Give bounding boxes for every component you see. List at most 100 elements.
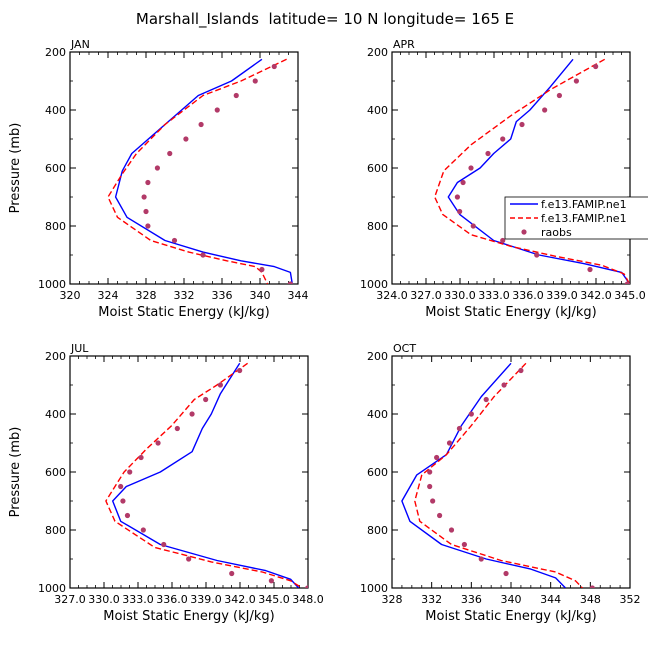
chart-panel-jul: JUL 327.0 330.0 333.0 336.0 339.0 342.0 345.0 34… [8, 342, 324, 624]
x-tick-label: 348 [580, 593, 601, 606]
y-tick-label: 200 [367, 350, 388, 363]
model1-line [111, 362, 300, 588]
x-tick-label: 330.0 [88, 593, 120, 606]
raobs-point [434, 454, 440, 461]
model1-line [401, 362, 566, 588]
x-tick-label: 345.0 [614, 289, 646, 302]
x-axis-label: Moist Static Energy (kJ/kg) [425, 609, 596, 624]
y-tick-label: 200 [367, 46, 388, 59]
raobs-point [214, 107, 220, 113]
series-group [105, 362, 308, 588]
raobs-point [518, 367, 524, 374]
x-tick-label: 352 [620, 593, 641, 606]
chart-panel-jan: JAN 320 324 328 332 336 340 344 200 400 600 800 1000… [8, 38, 309, 320]
raobs-point [217, 382, 223, 388]
raobs-point [454, 194, 460, 200]
x-tick-label: 320 [60, 289, 81, 302]
x-tick-label: 333.0 [478, 289, 510, 302]
x-axis-label: Moist Static Energy (kJ/kg) [98, 305, 269, 320]
model1-line [447, 58, 630, 284]
y-tick-label: 800 [45, 524, 66, 537]
x-tick-label: 328 [382, 593, 403, 606]
panel-title: JUL [70, 342, 89, 355]
x-tick-label: 327.0 [54, 593, 86, 606]
raobs-point [145, 223, 151, 229]
legend-label-model2: f.e13.FAMIP.ne1 [541, 212, 627, 225]
model1-line [114, 58, 293, 284]
legend-swatch-raobs [521, 229, 527, 235]
raobs-point [468, 411, 474, 417]
raobs-point [138, 454, 144, 461]
raobs-point [430, 498, 436, 504]
raobs-point [171, 237, 178, 244]
raobs-point [167, 150, 173, 157]
raobs-point [500, 136, 506, 142]
raobs-point [542, 107, 548, 113]
x-tick-label: 327.0 [410, 289, 442, 302]
raobs-point [118, 483, 124, 490]
y-tick-label: 1000 [360, 582, 388, 595]
y-tick-label: 600 [45, 466, 66, 479]
raobs-point [587, 266, 593, 273]
y-tick-label: 600 [45, 162, 66, 175]
raobs-point [252, 78, 258, 84]
raobs-point [183, 136, 189, 142]
raobs-point [448, 527, 455, 533]
raobs-point [478, 556, 484, 562]
raobs-point [198, 121, 204, 128]
x-tick-label: 328 [136, 289, 157, 302]
x-tick-label: 339.0 [190, 593, 222, 606]
x-tick-label: 332 [174, 289, 195, 302]
y-tick-label: 800 [45, 220, 66, 233]
x-tick-label: 336.0 [512, 289, 544, 302]
raobs-point [624, 281, 630, 284]
raobs-point [271, 63, 277, 70]
series-group [107, 58, 293, 284]
x-tick-label: 336 [461, 593, 482, 606]
raobs-point [233, 92, 239, 99]
x-tick-label: 340 [501, 593, 522, 606]
raobs-point [237, 367, 243, 374]
x-tick-label: 324 [98, 289, 119, 302]
x-axis-label: Moist Static Energy (kJ/kg) [103, 609, 274, 624]
raobs-point [470, 223, 476, 229]
x-tick-label: 333.0 [122, 593, 154, 606]
raobs-point [124, 512, 131, 519]
y-tick-label: 200 [45, 46, 66, 59]
raobs-point [140, 527, 146, 533]
panel-title: OCT [393, 342, 416, 355]
y-tick-label: 200 [45, 350, 66, 363]
plot-frame [391, 51, 631, 285]
y-tick-label: 600 [367, 466, 388, 479]
raobs-point [305, 585, 308, 588]
x-tick-label: 344 [540, 593, 561, 606]
y-axis-label: Pressure (mb) [8, 123, 23, 214]
raobs-point [120, 498, 126, 504]
raobs-point [287, 281, 293, 284]
x-tick-label: 336.0 [156, 593, 188, 606]
raobs-point [145, 179, 151, 186]
legend: f.e13.FAMIP.ne1 f.e13.FAMIP.ne1 raobs [504, 196, 648, 240]
raobs-point [155, 440, 161, 446]
raobs-point [143, 208, 149, 215]
legend-label-model1: f.e13.FAMIP.ne1 [541, 198, 627, 211]
page-title: Marshall_Islands latitude= 10 N longitud… [136, 10, 514, 29]
chart-panel-oct: OCT 328 332 336 340 344 348 352 200 400 600 800 1000… [360, 342, 641, 624]
x-tick-label: 336 [212, 289, 233, 302]
raobs-point [503, 570, 509, 577]
model2-line [414, 362, 583, 588]
model2-line [105, 362, 303, 588]
raobs-point [161, 541, 167, 548]
chart-panel-apr: APR 324.0 327.0 330.0 333.0 336.0 339.0 342.0 34… [360, 38, 646, 320]
raobs-point [154, 165, 160, 171]
y-tick-label: 1000 [38, 278, 66, 291]
x-axis-label: Moist Static Energy (kJ/kg) [425, 305, 596, 320]
x-tick-label: 340 [250, 289, 271, 302]
x-tick-label: 342.0 [224, 593, 256, 606]
y-tick-label: 800 [367, 220, 388, 233]
x-tick-label: 332 [421, 593, 442, 606]
raobs-point [259, 266, 265, 273]
series-group [401, 362, 595, 588]
raobs-point [556, 92, 562, 99]
